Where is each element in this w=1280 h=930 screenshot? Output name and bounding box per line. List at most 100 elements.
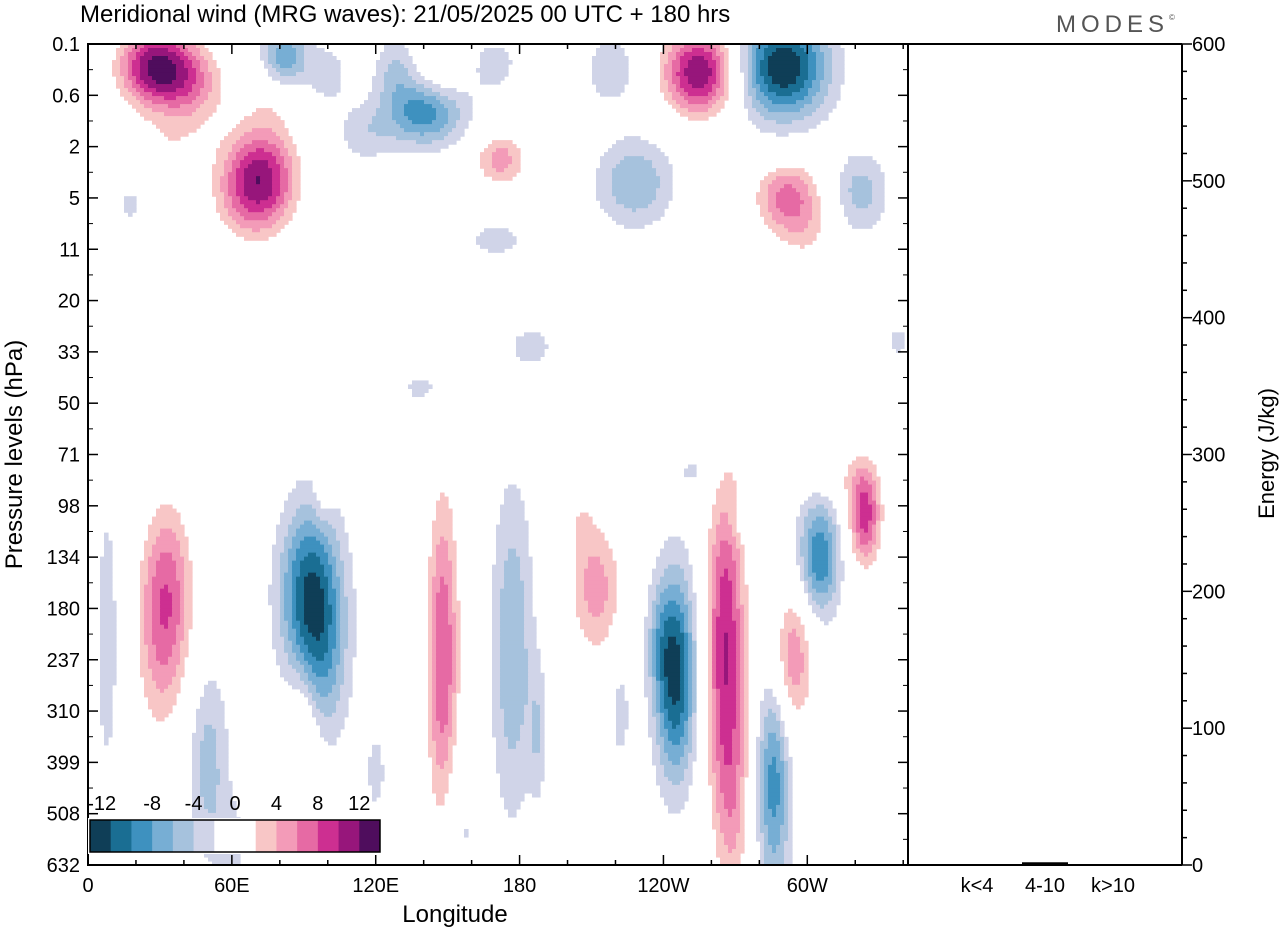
contour-cell [520,564,533,570]
contour-cell [172,612,181,618]
contour-cell [644,624,653,630]
contour-cell [796,532,805,538]
contour-cell [748,92,757,97]
contour-cell [724,56,729,61]
contour-cell [740,656,745,662]
contour-cell [296,600,305,606]
contour-cell [736,724,741,730]
contour-cell [740,752,745,758]
contour-cell [420,132,425,137]
contour-cell [764,832,769,838]
contour-cell [168,660,181,666]
contour-cell [500,780,541,786]
contour-cell [140,572,149,578]
contour-cell [272,568,281,574]
contour-cell [740,748,745,754]
contour-cell [816,576,825,582]
contour-cell [300,572,309,578]
contour-cell [452,732,457,738]
contour-cell [744,100,753,105]
contour-cell [728,540,737,546]
contour-cell [428,716,433,722]
contour-cell [828,520,833,526]
contour-cell [648,716,657,722]
contour-cell [736,620,741,626]
contour-cell [660,640,669,646]
contour-cell [716,88,725,93]
contour-cell [660,648,665,654]
contour-cell [444,580,453,586]
contour-cell [744,748,749,754]
contour-cell [340,596,349,602]
contour-cell [428,732,433,738]
y-tick-label: 11 [59,239,80,261]
contour-cell [684,640,689,646]
contour-cell [716,732,721,738]
contour-cell [292,164,301,169]
contour-cell [840,180,853,185]
contour-cell [532,736,541,742]
contour-cell [708,600,713,606]
contour-cell [328,636,337,642]
contour-cell [436,560,453,566]
contour-cell [244,216,269,221]
contour-cell [156,716,165,722]
contour-cell [712,104,725,109]
contour-cell [140,672,153,678]
contour-cell [448,584,453,590]
contour-cell [428,592,433,598]
contour-cell [732,596,737,602]
contour-cell [500,776,545,782]
contour-cell [720,708,737,714]
contour-cell [856,524,861,530]
contour-cell [612,144,657,149]
contour-cell [828,528,837,534]
contour-cell [236,184,245,189]
contour-cell [384,80,417,85]
contour-cell [344,128,369,133]
contour-cell [160,596,173,602]
contour-cell [440,584,449,590]
contour-cell [772,216,813,221]
contour-cell [100,584,113,590]
contour-cell [756,752,761,758]
contour-cell [288,656,297,662]
contour-cell [740,808,745,814]
colorbar-tick-label: 0 [229,793,240,815]
contour-cell [464,832,469,838]
contour-cell [656,564,669,570]
contour-cell [180,56,189,61]
contour-cell [860,548,873,554]
contour-cell [428,564,437,570]
contour-cell [188,92,201,97]
contour-cell [116,80,125,85]
contour-cell [764,768,769,774]
contour-cell [856,556,877,562]
contour-cell [284,536,293,542]
contour-cell [688,604,693,610]
contour-cell [868,480,877,486]
contour-cell [296,588,305,594]
contour-cell [272,576,281,582]
contour-cell [292,608,297,614]
contour-cell [692,680,697,686]
contour-cell [304,692,313,698]
contour-cell [224,196,233,201]
contour-cell [760,64,769,69]
contour-cell [140,112,165,117]
contour-cell [660,580,689,586]
contour-cell [372,88,385,93]
contour-cell [112,72,121,77]
contour-cell [500,700,529,706]
contour-cell [656,720,661,726]
contour-cell [780,788,785,794]
contour-cell [672,104,681,109]
contour-cell [880,508,885,514]
contour-cell [732,848,745,854]
contour-cell [652,612,657,618]
contour-cell [780,748,785,754]
contour-cell [200,776,221,782]
contour-cell [372,784,381,790]
contour-cell [768,712,777,718]
contour-cell [276,60,297,65]
